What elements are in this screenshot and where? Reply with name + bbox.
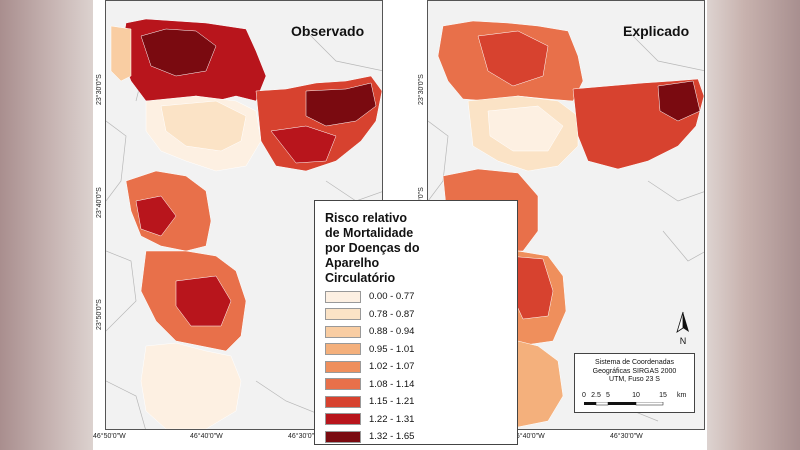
legend-label: 1.02 - 1.07: [369, 361, 415, 372]
legend-label: 1.32 - 1.65: [369, 431, 415, 442]
legend-swatch: [325, 378, 361, 390]
legend-swatch: [325, 343, 361, 355]
legend-row: 1.02 - 1.07: [325, 360, 414, 373]
lat-label-right-1: 23°30'0"S: [418, 74, 425, 105]
legend-row: 0.88 - 0.94: [325, 325, 414, 338]
north-label: N: [680, 336, 687, 346]
lat-label-left-3: 23°50'0"S: [96, 299, 103, 330]
panel-title-observado: Observado: [291, 23, 365, 39]
map-observado: [106, 18, 382, 429]
coordinate-system-box: Sistema de Coordenadas Geográficas SIRGA…: [574, 353, 695, 413]
legend-row: 0.95 - 1.01: [325, 343, 414, 356]
legend-label: 0.95 - 1.01: [369, 343, 415, 355]
region-east-mid: [270, 125, 337, 164]
scale-tick-0: 0: [582, 392, 586, 399]
lon-label-right-3: 46°30'0"W: [610, 433, 643, 440]
region-north-inner: [477, 30, 549, 87]
lon-label-left-3: 46°30'0"W: [288, 433, 321, 440]
region-center-core: [487, 105, 564, 152]
legend-label: 1.22 - 1.31: [369, 413, 415, 425]
legend-swatch: [325, 430, 361, 443]
background-right: [707, 0, 800, 450]
scale-tick-2: 5: [606, 392, 610, 399]
legend: Risco relativo de Mortalidade por Doença…: [314, 200, 518, 445]
legend-row: 0.00 - 0.77: [325, 290, 414, 303]
info-line-3: UTM, Fuso 23 S: [609, 376, 660, 383]
legend-label: 0.00 - 0.77: [369, 291, 415, 302]
figure: Observado: [93, 0, 707, 450]
scale-tick-1: 2.5: [591, 392, 601, 399]
legend-swatch: [325, 413, 361, 425]
lat-label-left-1: 23°30'0"S: [96, 74, 103, 105]
background-left: [0, 0, 93, 450]
legend-label: 1.08 - 1.14: [369, 378, 415, 390]
legend-swatch: [325, 360, 361, 373]
choropleth-observado: [110, 18, 382, 429]
region-east-dark: [305, 82, 377, 127]
region-west-dark: [135, 195, 177, 237]
legend-row: 1.32 - 1.65: [325, 430, 414, 443]
region-south-dark: [175, 275, 232, 327]
region-east-dark: [657, 80, 701, 122]
legend-label: 0.88 - 0.94: [369, 326, 415, 337]
scale-unit: km: [677, 392, 687, 399]
region-north-inner: [140, 28, 217, 77]
lat-label-left-2: 23°40'0"S: [96, 187, 103, 218]
legend-row: 1.15 - 1.21: [325, 395, 414, 408]
legend-row: 1.22 - 1.31: [325, 413, 414, 426]
scale-bar-graphic: [584, 402, 664, 406]
info-line-2: Geográficas SIRGAS 2000: [592, 367, 677, 375]
legend-title: Risco relativo de Mortalidade por Doença…: [325, 211, 420, 285]
panel-title-explicado: Explicado: [623, 23, 690, 39]
legend-label: 1.15 - 1.21: [369, 396, 415, 407]
legend-row: 0.78 - 0.87: [325, 308, 414, 321]
region-far-south: [140, 342, 242, 429]
legend-swatch: [325, 395, 361, 408]
info-line-1: Sistema de Coordenadas: [595, 359, 674, 366]
region-northwest: [110, 25, 132, 82]
scale-bar: 0 2.5 5 10 15 km: [581, 392, 689, 410]
legend-swatch: [325, 290, 361, 303]
legend-label: 0.78 - 0.87: [369, 308, 415, 320]
scale-tick-4: 15: [659, 392, 667, 399]
scale-tick-3: 10: [632, 392, 640, 399]
legend-swatch: [325, 325, 361, 338]
legend-row: 1.08 - 1.14: [325, 378, 414, 391]
legend-swatch: [325, 308, 361, 320]
region-center-ring: [160, 100, 247, 152]
lon-label-left-2: 46°40'0"W: [190, 433, 223, 440]
lon-label-left-1: 46°50'0"W: [93, 433, 126, 440]
north-arrow-icon: N: [676, 311, 689, 346]
lon-label-right-2: 46°40'0"W: [512, 433, 545, 440]
